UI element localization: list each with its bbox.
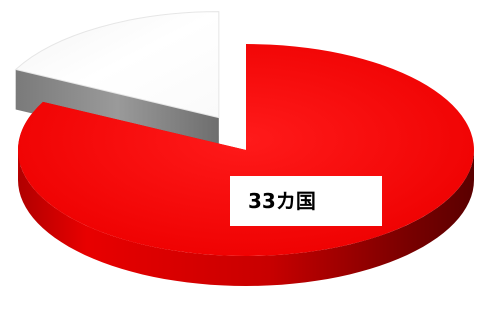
labels-layer: 33カ国 bbox=[230, 176, 382, 226]
pie-slice-2-top bbox=[14, 11, 220, 119]
slice-label-box bbox=[230, 176, 382, 226]
pie-slice-1-side bbox=[18, 150, 474, 286]
slice-label: 33カ国 bbox=[248, 189, 316, 213]
slices-layer bbox=[14, 11, 474, 286]
